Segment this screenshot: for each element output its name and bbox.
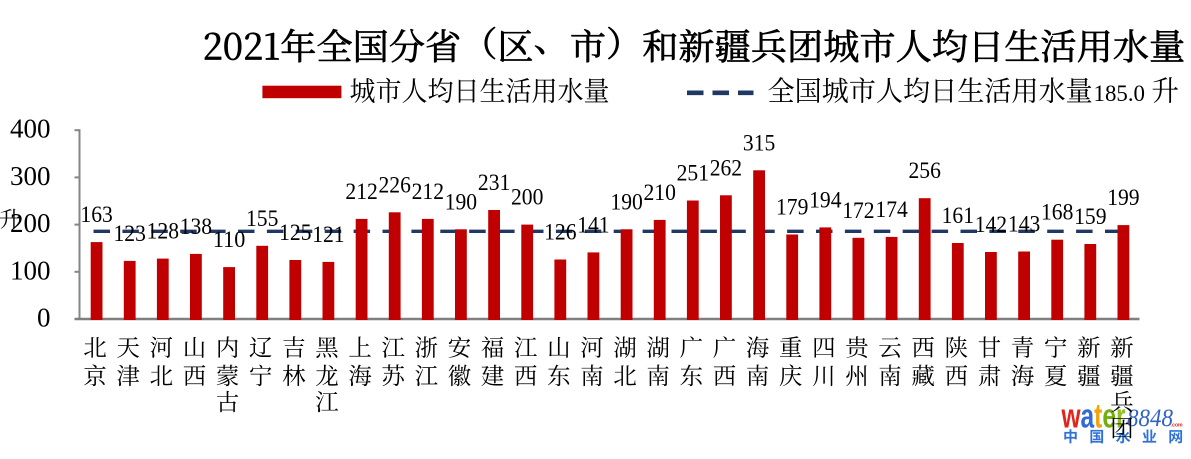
svg-text:143: 143 (1008, 212, 1040, 237)
svg-text:123: 123 (114, 221, 146, 246)
svg-text:315: 315 (743, 130, 775, 155)
svg-text:200: 200 (10, 208, 51, 238)
svg-text:199: 199 (1107, 185, 1139, 210)
svg-text:161: 161 (942, 203, 974, 228)
svg-text:185.0: 185.0 (1094, 81, 1146, 106)
svg-text:256: 256 (909, 158, 941, 183)
svg-text:142: 142 (975, 212, 1007, 237)
svg-text:262: 262 (710, 155, 742, 180)
svg-text:179: 179 (776, 195, 808, 220)
svg-text:.com: .com (1171, 423, 1183, 429)
svg-text:226: 226 (379, 172, 411, 197)
svg-text:138: 138 (180, 214, 212, 239)
svg-text:212: 212 (345, 179, 377, 204)
svg-text:125: 125 (279, 220, 311, 245)
svg-text:194: 194 (809, 187, 842, 212)
svg-text:water: water (1061, 397, 1126, 435)
svg-text:168: 168 (1041, 200, 1073, 225)
svg-text:190: 190 (445, 189, 477, 214)
svg-text:400: 400 (10, 114, 51, 144)
svg-text:0: 0 (37, 303, 51, 333)
svg-text:212: 212 (412, 179, 444, 204)
svg-text:163: 163 (80, 202, 112, 227)
svg-text:141: 141 (577, 212, 609, 237)
svg-text:300: 300 (10, 161, 51, 191)
svg-text:126: 126 (544, 220, 576, 245)
svg-text:110: 110 (213, 227, 245, 252)
svg-text:128: 128 (147, 219, 179, 244)
svg-text:8848: 8848 (1127, 404, 1173, 432)
svg-text:251: 251 (677, 161, 709, 186)
svg-text:190: 190 (610, 189, 642, 214)
svg-text:121: 121 (312, 222, 344, 247)
svg-text:210: 210 (644, 180, 676, 205)
svg-text:100: 100 (10, 255, 51, 285)
svg-text:159: 159 (1074, 204, 1106, 229)
svg-text:200: 200 (511, 185, 543, 210)
svg-text:174: 174 (875, 197, 908, 222)
svg-text:155: 155 (246, 206, 278, 231)
svg-text:231: 231 (478, 170, 510, 195)
svg-text:172: 172 (842, 198, 874, 223)
